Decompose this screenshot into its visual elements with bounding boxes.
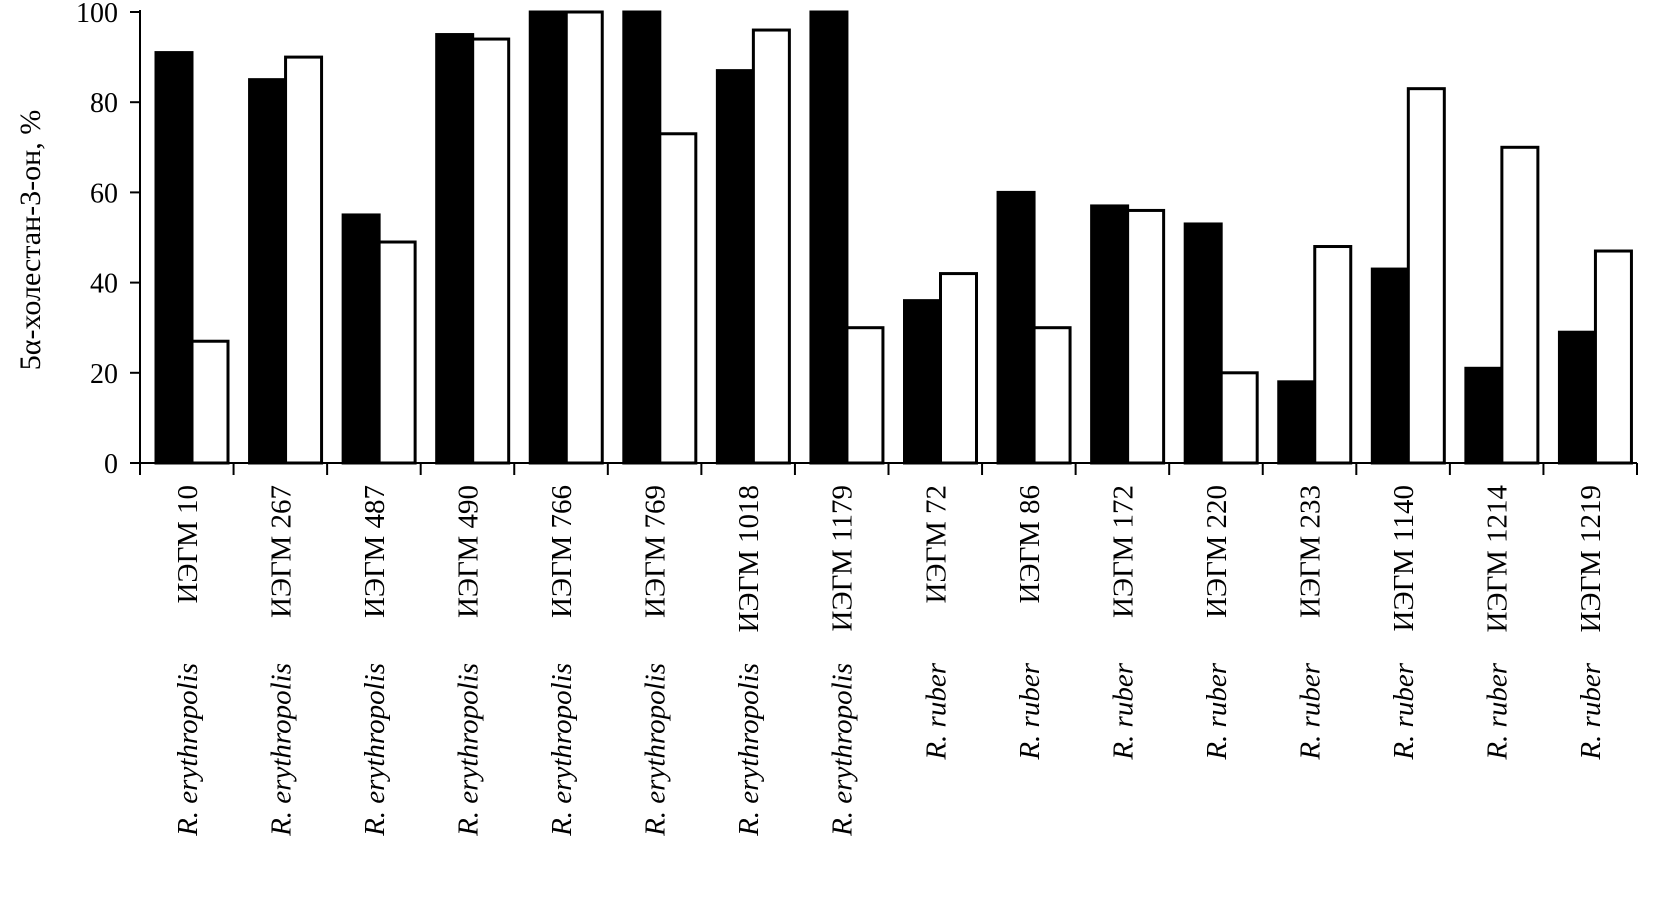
bar-black-9 bbox=[996, 190, 1036, 465]
category-species-label-10: R. ruber bbox=[1107, 662, 1139, 760]
category-species-label-5: R. erythropolis bbox=[640, 663, 672, 837]
bar-black-5 bbox=[622, 10, 662, 465]
bar-white-11 bbox=[1219, 371, 1259, 465]
category-species-label-6: R. erythropolis bbox=[733, 663, 765, 837]
category-strain-label-4: ИЭГМ 766 bbox=[546, 485, 578, 618]
category-strain-label-10: ИЭГМ 172 bbox=[1107, 485, 1139, 618]
bars-layer bbox=[154, 10, 1633, 465]
category-species-label-15: R. ruber bbox=[1575, 662, 1607, 760]
bar-white-14 bbox=[1500, 145, 1540, 465]
category-strain-label-13: ИЭГМ 1140 bbox=[1388, 485, 1420, 631]
category-strain-label-15: ИЭГМ 1219 bbox=[1575, 485, 1607, 633]
bar-white-7 bbox=[845, 326, 885, 465]
bar-black-13 bbox=[1370, 267, 1410, 465]
bar-white-3 bbox=[471, 37, 511, 465]
category-species-label-3: R. erythropolis bbox=[452, 663, 484, 837]
y-tick-label-80: 80 bbox=[90, 88, 118, 119]
bar-white-13 bbox=[1406, 87, 1446, 465]
category-species-label-7: R. erythropolis bbox=[827, 663, 859, 837]
bar-white-1 bbox=[284, 55, 324, 465]
bar-black-8 bbox=[903, 299, 942, 465]
category-strain-label-6: ИЭГМ 1018 bbox=[733, 485, 765, 633]
bar-black-7 bbox=[809, 10, 849, 465]
y-tick-label-40: 40 bbox=[90, 269, 118, 300]
y-tick-label-20: 20 bbox=[90, 359, 118, 390]
category-strain-label-5: ИЭГМ 769 bbox=[640, 485, 672, 618]
category-species-label-4: R. erythropolis bbox=[546, 663, 578, 837]
category-species-label-0: R. erythropolis bbox=[172, 663, 204, 837]
category-species-label-8: R. ruber bbox=[920, 662, 952, 760]
category-strain-label-0: ИЭГМ 10 bbox=[172, 485, 204, 604]
bar-black-15 bbox=[1557, 330, 1597, 465]
bar-black-14 bbox=[1464, 366, 1504, 465]
bar-black-11 bbox=[1183, 222, 1223, 465]
category-species-label-12: R. ruber bbox=[1295, 662, 1327, 760]
category-strain-label-7: ИЭГМ 1179 bbox=[827, 485, 859, 631]
category-strain-label-11: ИЭГМ 220 bbox=[1201, 485, 1233, 618]
y-axis-label: 5α-холестан-3-он, % bbox=[14, 110, 47, 370]
bar-white-0 bbox=[190, 339, 230, 465]
y-tick-label-0: 0 bbox=[104, 449, 118, 480]
bar-white-6 bbox=[751, 28, 791, 465]
category-species-label-1: R. erythropolis bbox=[265, 663, 297, 837]
y-tick-label-60: 60 bbox=[90, 178, 118, 209]
bar-black-0 bbox=[154, 51, 194, 465]
bar-white-10 bbox=[1126, 208, 1166, 465]
bar-white-15 bbox=[1593, 249, 1633, 465]
category-species-label-11: R. ruber bbox=[1201, 662, 1233, 760]
bar-black-12 bbox=[1277, 380, 1317, 465]
bar-black-6 bbox=[715, 69, 755, 465]
category-strain-label-12: ИЭГМ 233 bbox=[1295, 485, 1327, 618]
bar-white-5 bbox=[658, 132, 698, 465]
bar-black-4 bbox=[528, 10, 568, 465]
category-labels-layer: ИЭГМ 10 R. erythropolis ИЭГМ 267 R. erythro… bbox=[172, 485, 1607, 837]
category-species-label-2: R. erythropolis bbox=[359, 663, 391, 837]
axes-layer: 0 20 40 60 80 100 bbox=[76, 0, 1638, 480]
bar-black-1 bbox=[248, 78, 288, 465]
category-strain-label-14: ИЭГМ 1214 bbox=[1482, 485, 1514, 633]
y-tick-label-100: 100 bbox=[76, 0, 118, 29]
bar-white-4 bbox=[564, 10, 604, 465]
bar-black-2 bbox=[341, 213, 381, 465]
category-species-label-9: R. ruber bbox=[1014, 662, 1046, 760]
category-strain-label-3: ИЭГМ 490 bbox=[452, 485, 484, 618]
bar-white-9 bbox=[1032, 326, 1072, 465]
category-strain-label-9: ИЭГМ 86 bbox=[1014, 485, 1046, 604]
category-strain-label-8: ИЭГМ 72 bbox=[920, 485, 952, 604]
category-species-label-14: R. ruber bbox=[1482, 662, 1514, 760]
bar-black-3 bbox=[435, 33, 475, 465]
bar-white-8 bbox=[939, 272, 978, 465]
bar-white-12 bbox=[1313, 245, 1353, 465]
category-strain-label-1: ИЭГМ 267 bbox=[265, 485, 297, 618]
category-strain-label-2: ИЭГМ 487 bbox=[359, 485, 391, 618]
category-species-label-13: R. ruber bbox=[1388, 662, 1420, 760]
bar-black-10 bbox=[1090, 204, 1130, 465]
bar-white-2 bbox=[377, 240, 417, 465]
